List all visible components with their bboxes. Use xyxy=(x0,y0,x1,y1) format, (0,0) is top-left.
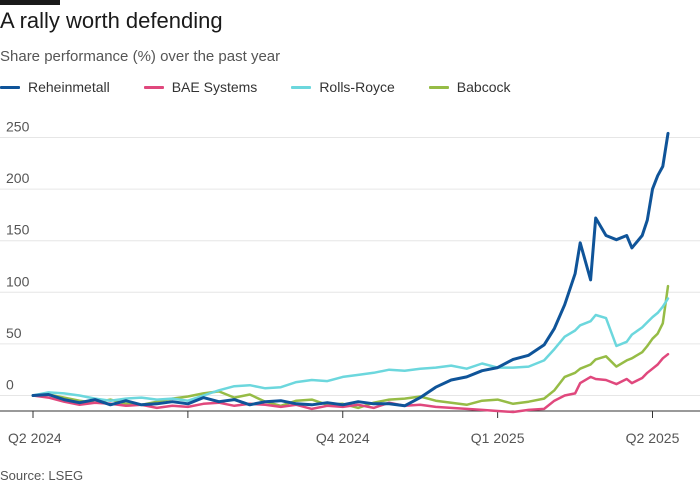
legend-label: Babcock xyxy=(456,79,511,95)
y-tick-label: 100 xyxy=(6,273,30,289)
y-tick-label: 0 xyxy=(6,377,14,393)
legend-swatch xyxy=(291,85,312,89)
y-tick-label: 50 xyxy=(6,325,22,341)
x-tick-label: Q2 2025 xyxy=(626,430,680,446)
series-line-bae-systems xyxy=(31,352,670,414)
legend-label: Rolls-Royce xyxy=(319,79,395,95)
y-tick-label: 200 xyxy=(6,170,30,186)
x-tick-label: Q2 2024 xyxy=(8,430,62,446)
series-line-rolls-royce xyxy=(31,297,670,402)
x-tick-label: Q1 2025 xyxy=(471,430,525,446)
chart-legend: Reheinmetall BAE Systems Rolls-Royce Bab… xyxy=(0,79,544,95)
legend-item-rolls-royce: Rolls-Royce xyxy=(291,79,395,95)
y-tick-label: 250 xyxy=(6,119,30,135)
chart-title: A rally worth defending xyxy=(0,8,223,33)
chart-subtitle: Share performance (%) over the past year xyxy=(0,48,281,65)
legend-swatch xyxy=(0,85,20,89)
legend-item-bae-systems: BAE Systems xyxy=(143,79,258,95)
brand-bar xyxy=(0,0,60,5)
x-tick-label: Q4 2024 xyxy=(316,430,370,446)
legend-label: Reheinmetall xyxy=(28,79,110,95)
chart-source: Source: LSEG xyxy=(0,468,84,483)
y-tick-label: 150 xyxy=(6,222,30,238)
series-line-reheinmetall xyxy=(31,131,670,408)
legend-label: BAE Systems xyxy=(171,79,258,95)
legend-swatch xyxy=(428,85,449,89)
legend-item-babcock: Babcock xyxy=(428,79,511,95)
legend-swatch xyxy=(143,85,164,89)
series-line-babcock xyxy=(31,284,670,410)
legend-item-reheinmetall: Reheinmetall xyxy=(0,79,110,95)
